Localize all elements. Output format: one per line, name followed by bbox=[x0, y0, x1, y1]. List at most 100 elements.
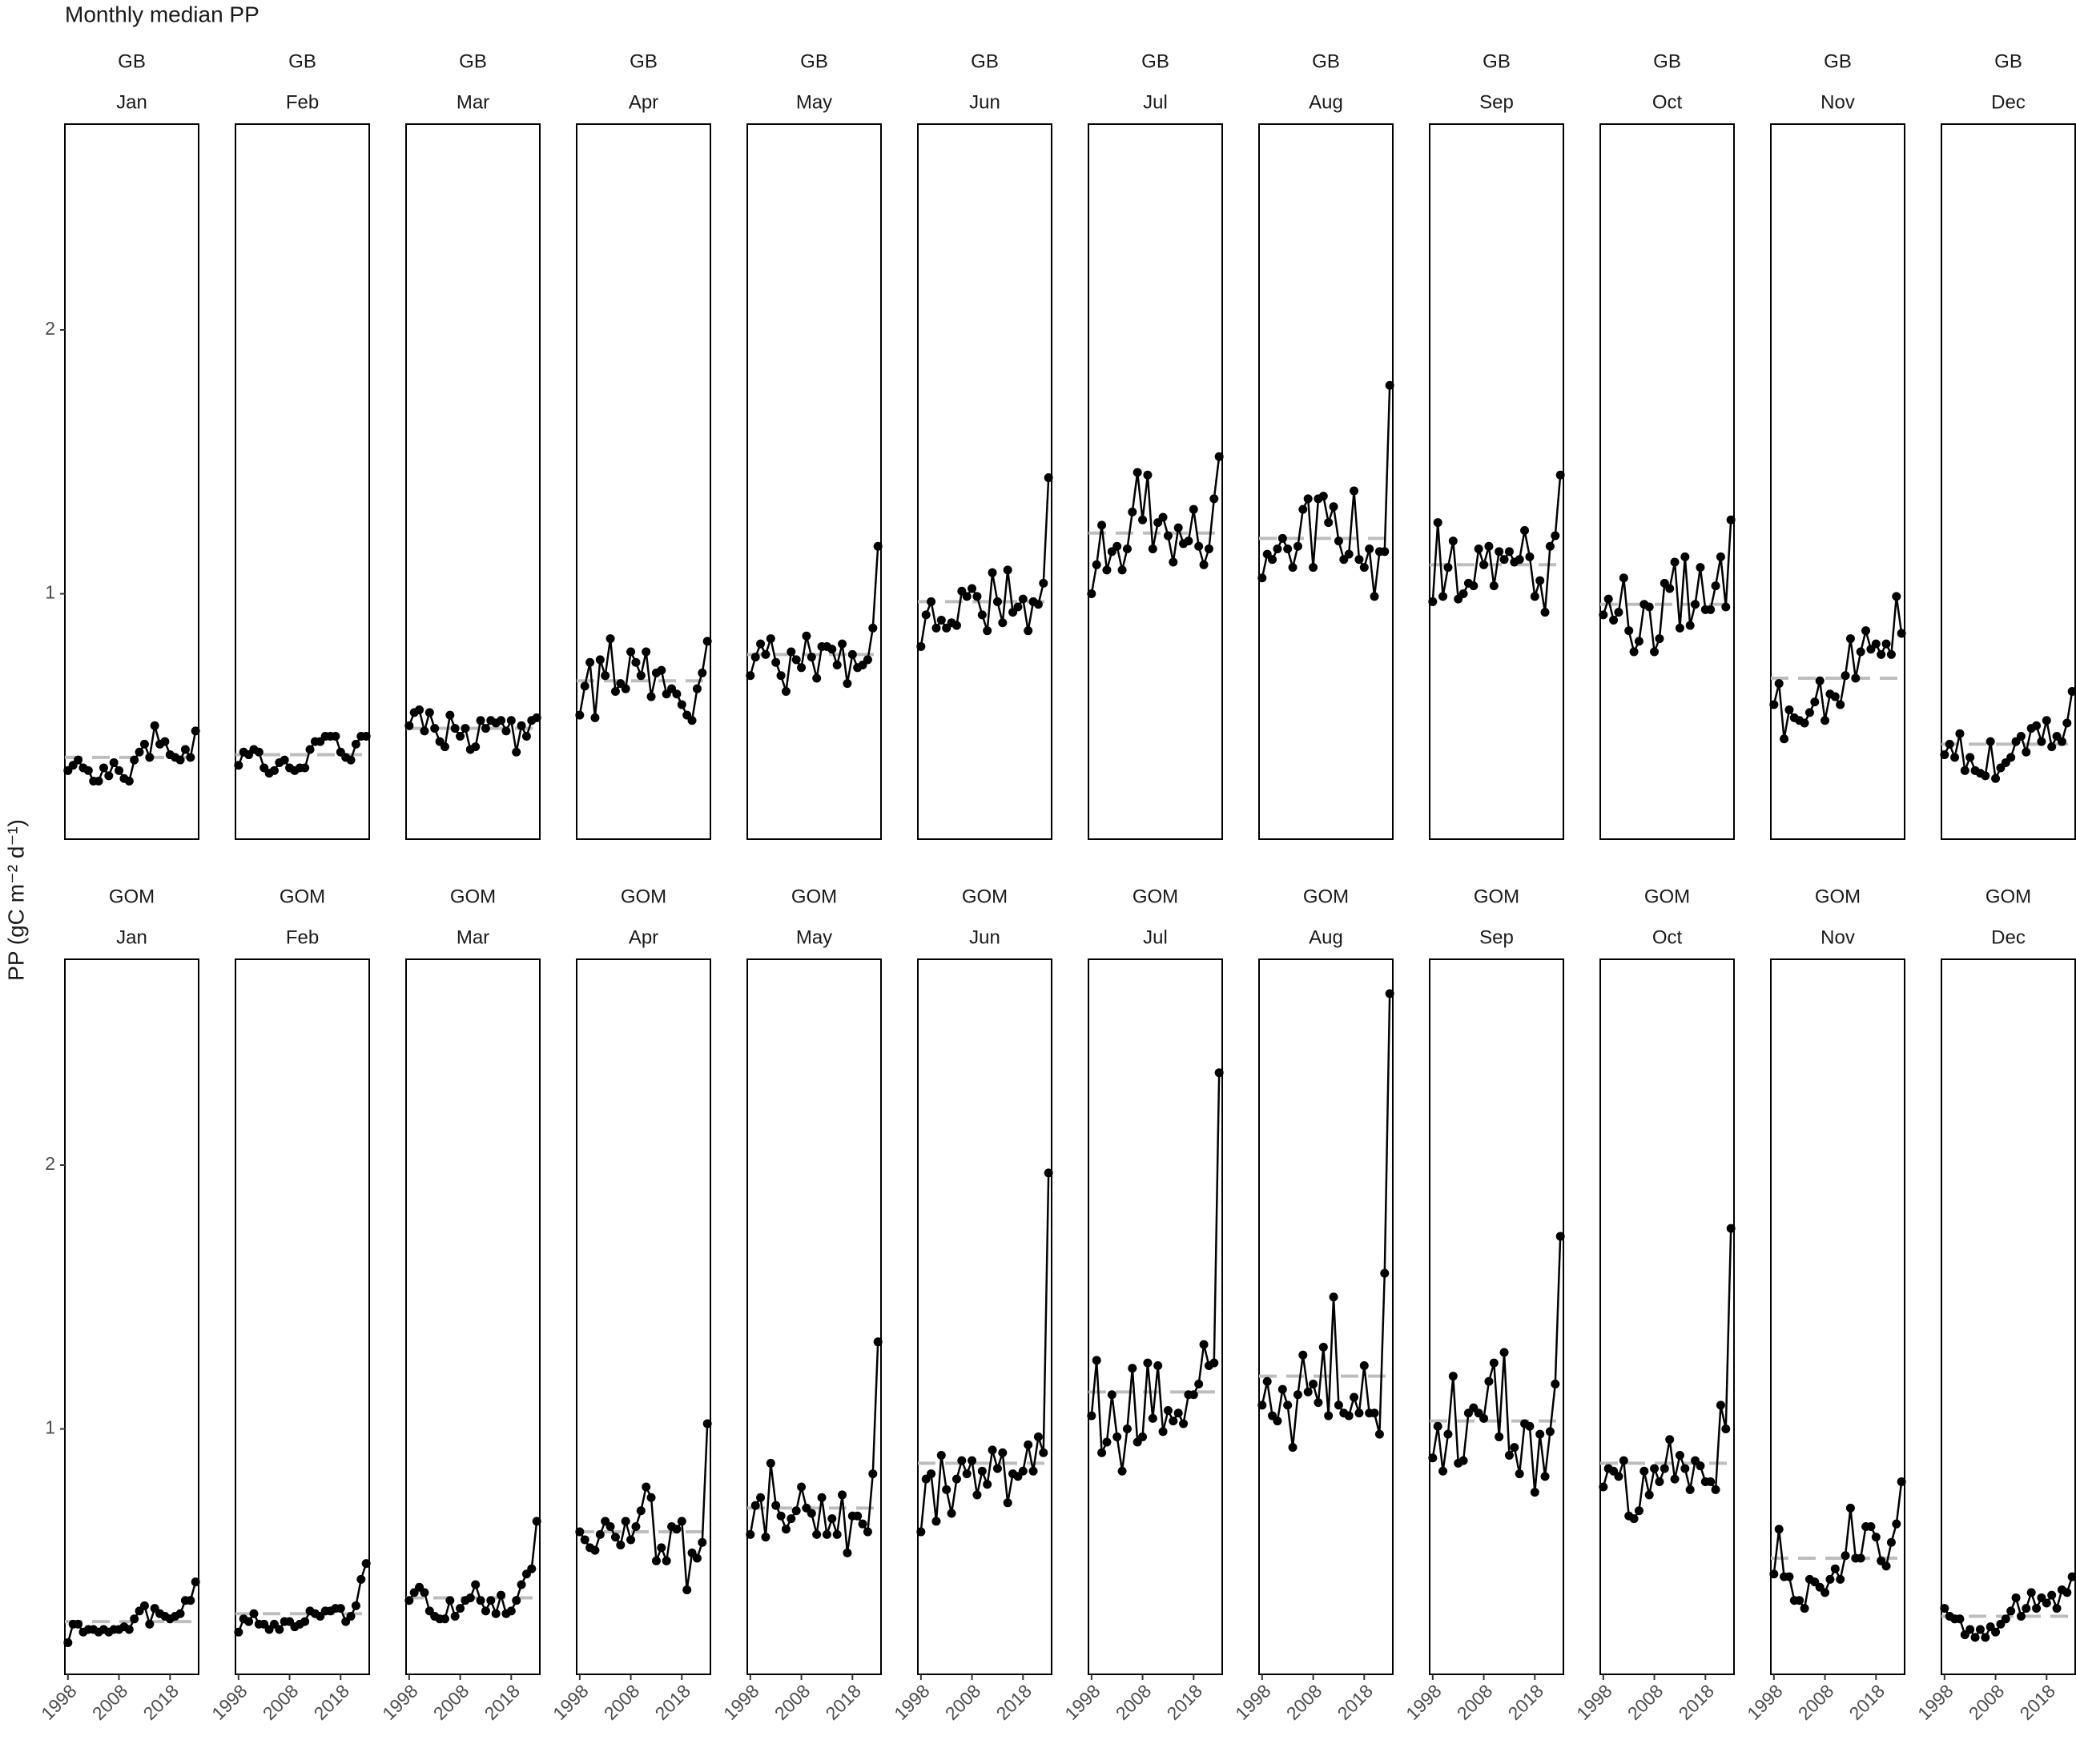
data-point bbox=[1774, 679, 1784, 689]
data-point bbox=[1428, 1453, 1438, 1463]
data-point bbox=[1128, 507, 1137, 516]
x-tick-label: 2018 bbox=[139, 1680, 183, 1724]
data-point bbox=[636, 1506, 646, 1516]
data-point bbox=[1169, 557, 1178, 567]
data-point bbox=[766, 634, 775, 644]
data-point bbox=[962, 1469, 972, 1479]
data-point bbox=[1830, 692, 1840, 701]
data-point bbox=[2016, 731, 2026, 741]
data-point bbox=[481, 724, 490, 733]
data-point bbox=[300, 1617, 310, 1626]
data-point bbox=[1209, 1358, 1219, 1368]
data-point bbox=[445, 710, 455, 720]
data-point bbox=[863, 655, 872, 665]
data-point bbox=[646, 1493, 656, 1502]
data-point bbox=[983, 1480, 992, 1489]
data-point bbox=[1510, 1443, 1519, 1453]
data-point bbox=[1112, 541, 1122, 551]
data-point bbox=[481, 1606, 490, 1616]
data-point bbox=[1716, 1400, 1725, 1410]
data-point bbox=[351, 1601, 360, 1610]
data-point bbox=[631, 657, 641, 667]
strip-region: GOM bbox=[1133, 886, 1178, 907]
data-point bbox=[1670, 1474, 1680, 1484]
data-point bbox=[1940, 750, 1949, 760]
data-point bbox=[1892, 1519, 1901, 1529]
data-point bbox=[988, 568, 997, 577]
data-point bbox=[1897, 1477, 1906, 1486]
panel-frame bbox=[64, 958, 199, 1675]
data-point bbox=[234, 1627, 243, 1637]
data-point bbox=[336, 1604, 345, 1613]
data-point bbox=[1665, 1435, 1675, 1445]
data-point bbox=[1499, 1348, 1509, 1357]
strip-region: GB bbox=[630, 50, 658, 72]
data-point bbox=[1214, 452, 1224, 461]
data-point bbox=[595, 655, 605, 665]
data-point bbox=[1163, 1405, 1173, 1415]
data-point bbox=[461, 724, 470, 733]
data-point bbox=[791, 655, 801, 665]
data-point bbox=[1087, 589, 1096, 599]
data-point bbox=[1359, 1360, 1369, 1370]
y-axis-label: PP (gC m⁻² d⁻¹) bbox=[3, 819, 28, 981]
x-tick-label: 2008 bbox=[1112, 1680, 1156, 1724]
strip-region: GB bbox=[118, 50, 146, 72]
data-point bbox=[476, 1596, 485, 1605]
data-point bbox=[1329, 502, 1338, 512]
data-point bbox=[1350, 1392, 1359, 1402]
data-point bbox=[506, 716, 516, 725]
data-point bbox=[687, 716, 697, 725]
data-point bbox=[873, 1337, 883, 1347]
strip-region: GOM bbox=[109, 886, 155, 907]
data-point bbox=[1489, 1358, 1499, 1368]
data-point bbox=[512, 747, 521, 757]
data-point bbox=[1018, 1466, 1028, 1476]
strip-month: Nov bbox=[1821, 926, 1855, 948]
data-point bbox=[456, 1604, 465, 1613]
data-point bbox=[1087, 1411, 1096, 1420]
data-point bbox=[1634, 637, 1644, 646]
data-point bbox=[1324, 1411, 1334, 1420]
chart-title: Monthly median PP bbox=[65, 2, 260, 26]
strip-month: Jan bbox=[116, 91, 147, 113]
strip-region: GOM bbox=[1474, 886, 1519, 907]
data-point bbox=[817, 1493, 827, 1502]
x-tick-label: 2008 bbox=[1794, 1680, 1838, 1724]
data-point bbox=[1344, 1411, 1354, 1420]
strip-month: Oct bbox=[1652, 926, 1683, 948]
data-point bbox=[853, 1511, 863, 1521]
strip-month: Feb bbox=[286, 926, 319, 948]
data-point bbox=[1092, 560, 1101, 569]
strip-region: GOM bbox=[1815, 886, 1861, 907]
strip-month: Oct bbox=[1652, 91, 1683, 113]
data-point bbox=[575, 1527, 585, 1537]
series-line bbox=[919, 1172, 1050, 1533]
data-point bbox=[124, 777, 134, 786]
data-point bbox=[1359, 563, 1369, 573]
data-point bbox=[1479, 1413, 1489, 1423]
data-point bbox=[838, 1490, 847, 1500]
data-point bbox=[1881, 1561, 1891, 1571]
data-point bbox=[585, 657, 595, 667]
data-point bbox=[682, 1585, 692, 1595]
strip-month: Dec bbox=[1991, 91, 2026, 113]
data-point bbox=[1696, 563, 1705, 573]
data-point bbox=[776, 1511, 786, 1521]
panel-frame bbox=[1429, 123, 1564, 840]
data-point bbox=[1800, 718, 1809, 728]
data-point bbox=[1665, 584, 1675, 593]
data-point bbox=[847, 649, 857, 659]
data-point bbox=[512, 1596, 521, 1605]
data-point bbox=[1153, 1360, 1163, 1370]
data-point bbox=[832, 661, 842, 670]
data-point bbox=[1033, 600, 1043, 609]
strip-region: GOM bbox=[621, 886, 666, 907]
data-point bbox=[532, 713, 541, 722]
data-point bbox=[130, 1614, 139, 1624]
strip-month: Apr bbox=[629, 926, 658, 948]
data-point bbox=[1288, 1443, 1298, 1453]
data-point bbox=[280, 755, 289, 765]
data-point bbox=[1443, 1429, 1453, 1439]
data-point bbox=[1614, 608, 1623, 617]
